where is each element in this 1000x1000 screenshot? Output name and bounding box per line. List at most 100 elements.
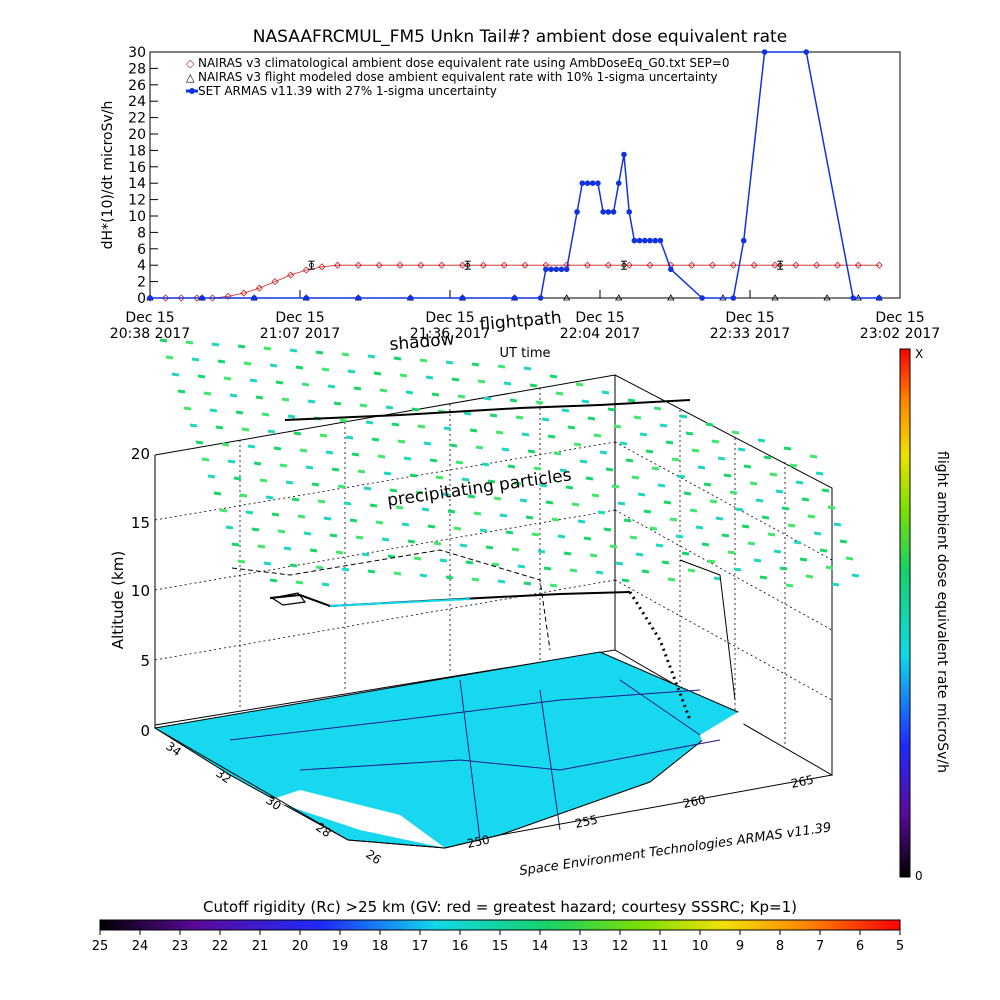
x-tick-time: 20:38 2017 — [110, 326, 190, 342]
particle-mark — [235, 410, 244, 415]
particle-mark — [561, 408, 570, 413]
particle-mark — [703, 482, 712, 487]
particle-mark — [305, 465, 314, 470]
particle-mark — [649, 526, 658, 531]
longitude-tick-label: 260 — [682, 792, 707, 810]
altitude-tick-label: 10 — [131, 582, 150, 600]
data-point-circle — [589, 180, 596, 186]
particle-mark — [165, 355, 174, 360]
particle-mark — [311, 482, 320, 487]
particle-mark — [621, 578, 630, 583]
particle-mark — [681, 551, 690, 556]
altitude-tick-label: 5 — [140, 652, 150, 670]
data-point-diamond — [224, 292, 232, 300]
data-point-circle — [558, 266, 565, 273]
particle-mark — [469, 428, 478, 433]
particle-mark — [735, 507, 744, 512]
particle-mark — [543, 566, 552, 571]
particle-mark — [351, 452, 360, 457]
legend-item-armas: SET ARMAS v11.39 with 27% 1-sigma uncert… — [186, 84, 497, 98]
data-point-circle — [459, 295, 466, 301]
particle-mark — [269, 578, 278, 583]
particle-mark — [769, 472, 778, 477]
particle-mark — [419, 573, 428, 578]
data-point-circle — [615, 180, 622, 186]
data-point-circle — [600, 209, 606, 215]
particle-mark — [753, 558, 762, 563]
particle-mark — [523, 581, 532, 586]
rigidity-tick-label: 25 — [92, 939, 109, 954]
particle-mark — [259, 478, 268, 483]
particle-mark — [851, 573, 860, 578]
particle-mark — [655, 543, 664, 548]
legend-label-armas: SET ARMAS v11.39 with 27% 1-sigma uncert… — [198, 84, 497, 98]
particle-mark — [523, 366, 532, 371]
particle-mark — [421, 507, 430, 512]
rigidity-tick-label: 16 — [452, 939, 469, 954]
rigidity-tick-label: 10 — [692, 939, 709, 954]
particle-mark — [345, 435, 354, 440]
particle-mark — [385, 405, 394, 410]
particle-mark — [727, 550, 736, 555]
particle-mark — [245, 510, 254, 515]
particle-mark — [197, 374, 206, 379]
wall-grid — [154, 388, 833, 745]
data-point-diamond — [521, 261, 529, 269]
data-point-circle — [621, 151, 627, 158]
particle-mark — [471, 577, 480, 582]
particle-mark — [379, 388, 388, 393]
particle-mark — [239, 493, 248, 498]
particle-mark — [497, 579, 506, 584]
particle-mark — [375, 520, 384, 525]
y-tick-label: 30 — [128, 45, 146, 61]
particle-mark — [255, 395, 264, 400]
particle-mark — [697, 465, 706, 470]
particle-mark — [369, 503, 378, 508]
particle-mark — [627, 398, 636, 403]
particle-mark — [507, 464, 516, 469]
particle-mark — [779, 566, 788, 571]
particle-mark — [479, 528, 488, 533]
particle-mark — [407, 539, 416, 544]
particle-mark — [635, 552, 644, 557]
particle-mark — [611, 484, 620, 489]
particle-mark — [451, 377, 460, 382]
particle-mark — [545, 500, 554, 505]
particle-mark — [637, 492, 646, 497]
x-tick-date: Dec 15 — [575, 310, 624, 326]
y-tick-label: 10 — [128, 209, 146, 225]
particle-mark — [325, 450, 334, 455]
particle-mark — [477, 379, 486, 384]
rigidity-tick-label: 12 — [612, 939, 629, 954]
particle-mark — [657, 483, 666, 488]
data-point-circle — [548, 266, 554, 273]
latitude-tick-label: 26 — [363, 847, 384, 867]
descent-path — [628, 591, 692, 721]
particle-mark — [293, 431, 302, 436]
particle-mark — [393, 571, 402, 576]
y-tick-label: 4 — [137, 258, 146, 274]
particle-mark — [319, 433, 328, 438]
particle-mark — [183, 406, 192, 411]
particle-mark — [159, 338, 168, 343]
data-point-circle — [595, 180, 601, 186]
rigidity-tick-label: 11 — [652, 939, 669, 954]
x-tick-time: 22:04 2017 — [560, 326, 640, 342]
data-point-diamond — [854, 261, 862, 269]
particle-mark — [399, 373, 408, 378]
particle-mark — [631, 475, 640, 480]
particle-mark — [687, 568, 696, 573]
particle-mark — [287, 414, 296, 419]
particle-mark — [423, 441, 432, 446]
data-point-circle — [803, 49, 810, 55]
particle-mark — [283, 546, 292, 551]
particle-mark — [667, 577, 676, 582]
x-tick-date: Dec 15 — [425, 310, 474, 326]
data-point-triangle — [667, 294, 675, 301]
particle-mark — [617, 501, 626, 506]
particle-mark — [243, 361, 252, 366]
particle-mark — [353, 386, 362, 391]
particle-mark — [209, 408, 218, 413]
legend-marker-circle — [189, 88, 195, 94]
particle-mark — [743, 464, 752, 469]
